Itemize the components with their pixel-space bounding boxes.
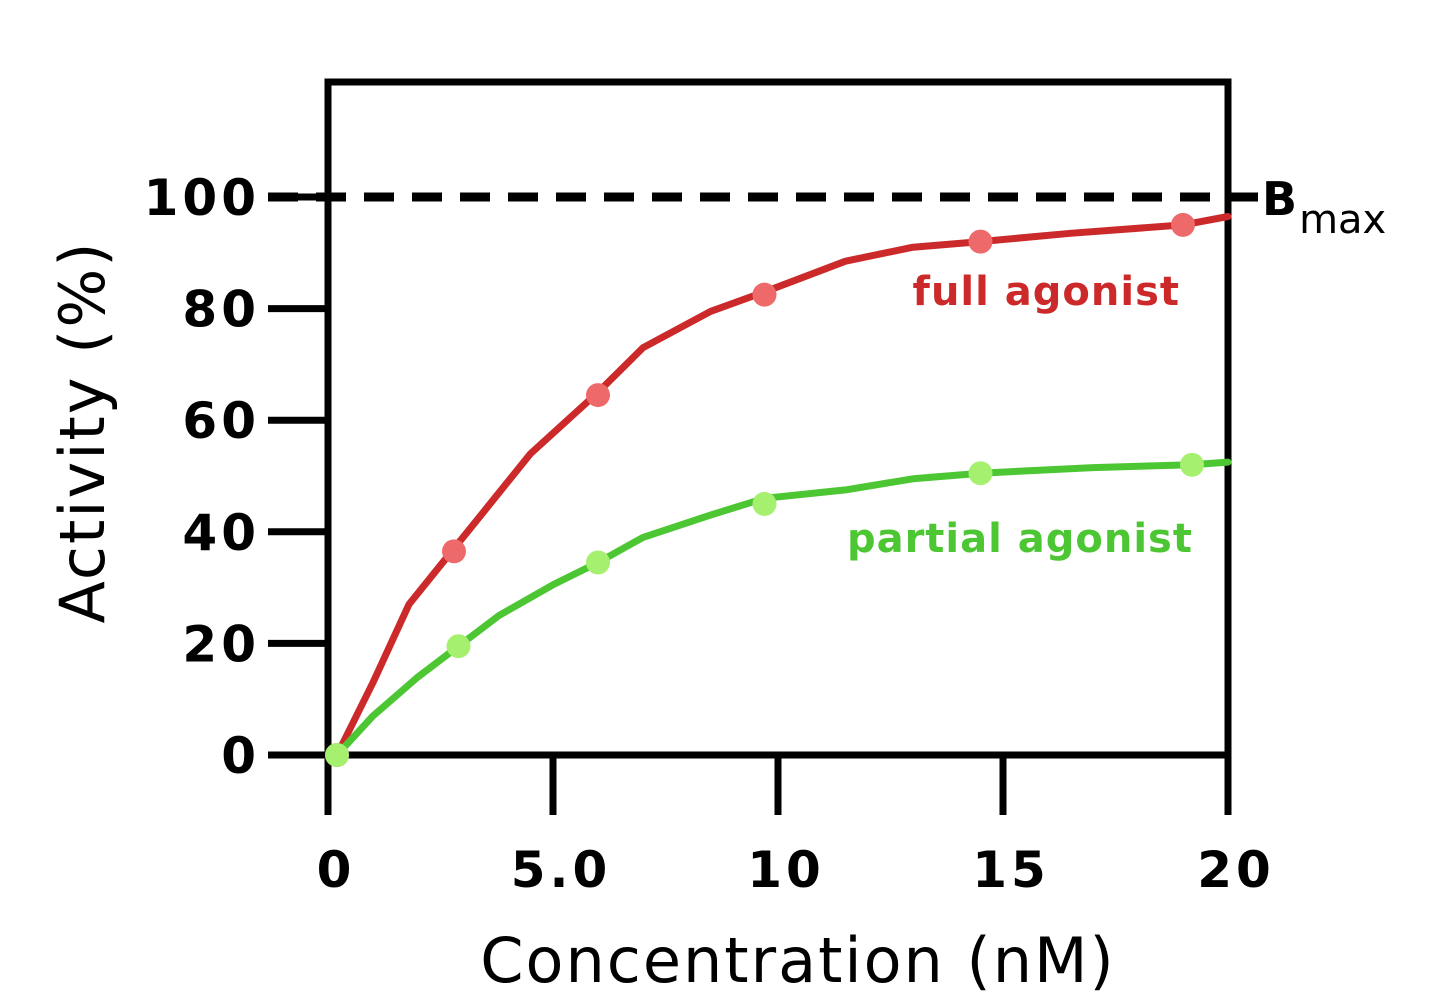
bmax-label: Bmax bbox=[1262, 172, 1386, 243]
data-point-partial-agonist-3 bbox=[752, 491, 777, 516]
y-axis-title: Activity (%) bbox=[46, 241, 119, 624]
series-line-partial-agonist bbox=[333, 458, 1232, 759]
y-tick-label-20: 20 bbox=[182, 615, 260, 673]
y-tick-label-60: 60 bbox=[182, 392, 260, 450]
series-label-full-agonist: full agonist bbox=[913, 269, 1180, 315]
series-layer: full agonist partial agonist bbox=[325, 212, 1232, 767]
data-point-partial-agonist-4 bbox=[968, 461, 993, 486]
x-tick-label-20: 20 bbox=[1197, 841, 1275, 899]
data-point-partial-agonist-1 bbox=[446, 634, 471, 659]
y-tick-label-0: 0 bbox=[221, 727, 260, 785]
bmax-label-subscript: max bbox=[1299, 197, 1386, 243]
data-point-full-agonist-1 bbox=[442, 539, 466, 564]
x-tick-label-15: 15 bbox=[972, 841, 1050, 899]
data-point-full-agonist-2 bbox=[586, 383, 610, 408]
x-tick-label-10: 10 bbox=[747, 841, 825, 899]
y-tick-label-100: 100 bbox=[144, 169, 260, 227]
data-point-full-agonist-5 bbox=[1171, 212, 1195, 237]
data-point-partial-agonist-0 bbox=[325, 743, 349, 767]
x-axis-title: Concentration (nM) bbox=[480, 924, 1115, 997]
series-line-full-agonist bbox=[333, 213, 1232, 759]
data-point-partial-agonist-5 bbox=[1180, 452, 1204, 477]
labels-layer: Concentration (nM) Activity (%) Bmax bbox=[46, 172, 1386, 997]
y-tick-label-80: 80 bbox=[182, 281, 260, 339]
data-point-full-agonist-3 bbox=[752, 282, 777, 307]
axes-layer: 0 20 40 60 80 100 0 5.0 10 15 20 bbox=[144, 78, 1275, 899]
data-point-full-agonist-4 bbox=[968, 229, 993, 254]
x-tick-label-0: 0 bbox=[317, 841, 356, 899]
data-point-partial-agonist-2 bbox=[586, 550, 610, 575]
y-tick-label-40: 40 bbox=[182, 504, 260, 562]
x-tick-label-5.0: 5.0 bbox=[511, 841, 612, 899]
series-label-partial-agonist: partial agonist bbox=[847, 516, 1193, 562]
bmax-label-main: B bbox=[1262, 172, 1297, 226]
